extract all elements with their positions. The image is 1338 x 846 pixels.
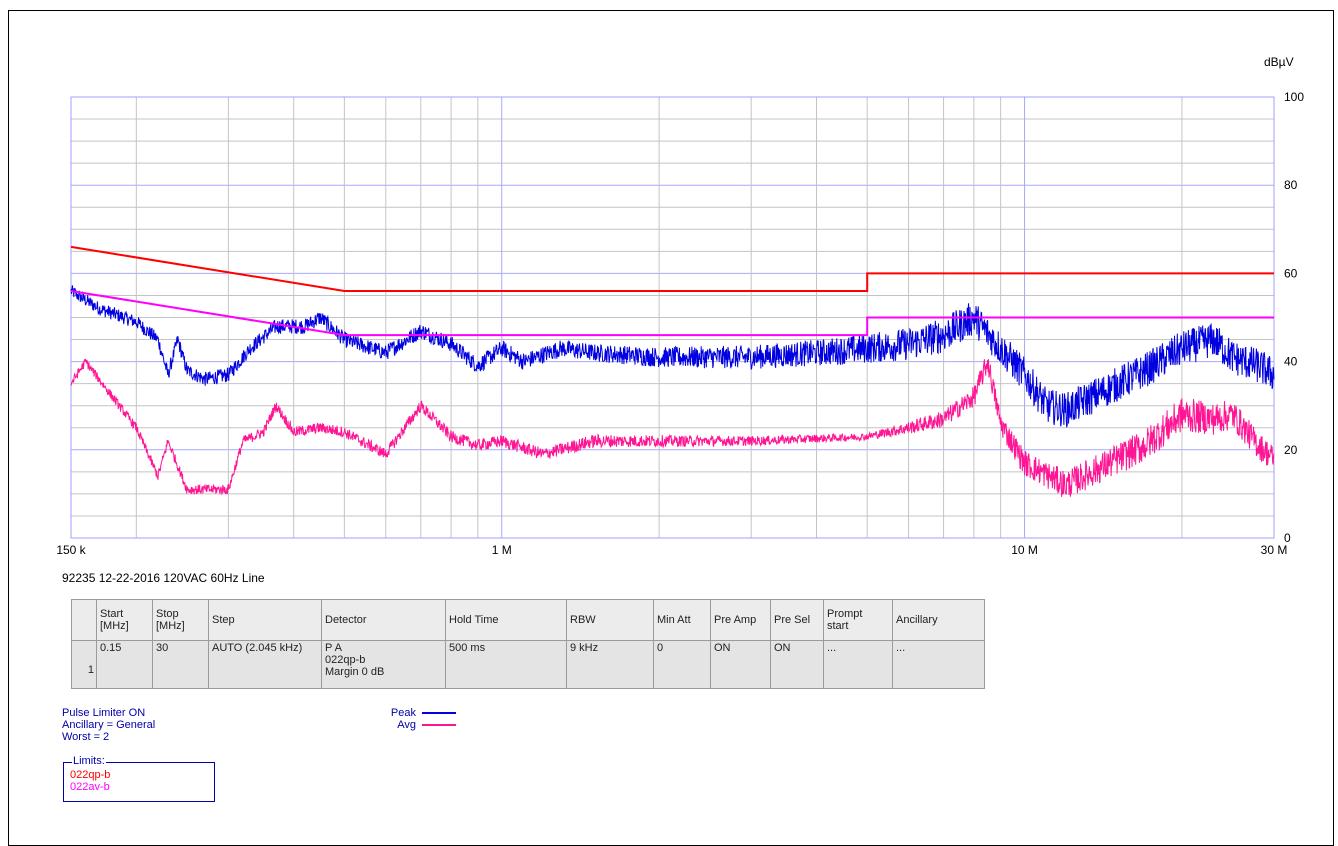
table-cell: 500 ms <box>445 640 567 689</box>
table-cell: ... <box>823 640 893 689</box>
y-tick-label: 0 <box>1284 531 1291 545</box>
info-line: Pulse Limiter ON <box>62 707 146 719</box>
y-tick-label: 60 <box>1284 266 1298 280</box>
header-cell: Detector <box>321 599 446 641</box>
measurement-title: 92235 12-22-2016 120VAC 60Hz Line <box>62 571 265 585</box>
table-cell: ON <box>710 640 771 689</box>
legend-item-peak: Peak <box>386 707 456 719</box>
table-cell: 30 <box>152 640 209 689</box>
legend-label: Avg <box>397 719 416 731</box>
x-tick-label: 150 k <box>56 543 86 557</box>
limit-line-022av-b <box>70 290 1274 337</box>
header-cell: Prompt start <box>823 599 893 641</box>
limit-line-022qp-b <box>70 245 1274 292</box>
header-cell: Stop [MHz] <box>152 599 209 641</box>
settings-header-row: Start [MHz] Stop [MHz] Step Detector Hol… <box>71 599 985 641</box>
table-cell: 0.15 <box>96 640 153 689</box>
table-cell: AUTO (2.045 kHz) <box>208 640 322 689</box>
header-cell: Min Att <box>653 599 711 641</box>
table-cell: ... <box>892 640 985 689</box>
row-number: 1 <box>71 640 97 689</box>
header-cell: Pre Amp <box>710 599 771 641</box>
grid <box>70 96 1275 539</box>
y-tick-label: 40 <box>1284 355 1298 369</box>
axes: 0 20 40 60 80 100 150 k 1 M 10 M 30 M <box>56 90 1304 557</box>
header-cell: Ancillary <box>892 599 985 641</box>
y-tick-label: 20 <box>1284 443 1298 457</box>
limit-item-av: 022av-b <box>70 781 110 793</box>
settings-table: Start [MHz] Stop [MHz] Step Detector Hol… <box>71 599 985 689</box>
limits-title: Limits: <box>72 755 106 767</box>
legend-swatch-avg <box>422 724 456 726</box>
header-cell <box>71 599 97 641</box>
x-tick-label: 30 M <box>1261 543 1288 557</box>
header-cell: RBW <box>566 599 654 641</box>
info-line: Worst = 2 <box>62 731 110 743</box>
header-cell: Pre Sel <box>770 599 824 641</box>
y-tick-label: 80 <box>1284 178 1298 192</box>
y-axis-unit: dBµV <box>1264 55 1294 69</box>
trace-peak <box>70 285 1275 428</box>
info-line: Ancillary = General <box>62 719 156 731</box>
legend: Peak Avg <box>386 707 456 731</box>
limits-box: 022qp-b 022av-b <box>63 762 215 802</box>
table-cell: ON <box>770 640 824 689</box>
trace-avg <box>70 358 1275 497</box>
header-cell: Start [MHz] <box>96 599 153 641</box>
legend-label: Peak <box>390 707 416 719</box>
x-tick-label: 10 M <box>1011 543 1038 557</box>
x-tick-label: 1 M <box>492 543 512 557</box>
limit-item-qp: 022qp-b <box>70 769 111 781</box>
table-cell: 0 <box>653 640 711 689</box>
legend-item-avg: Avg <box>386 719 456 731</box>
y-tick-label: 100 <box>1284 90 1304 104</box>
settings-row[interactable]: 1 0.15 30 AUTO (2.045 kHz) P A 022qp-b M… <box>71 640 985 689</box>
header-cell: Hold Time <box>445 599 567 641</box>
legend-swatch-peak <box>422 712 456 714</box>
header-cell: Step <box>208 599 322 641</box>
table-cell: 9 kHz <box>566 640 654 689</box>
measurement-info: Pulse Limiter ON Ancillary = General Wor… <box>62 707 155 743</box>
traces <box>70 285 1275 497</box>
limit-lines <box>70 245 1274 337</box>
table-cell: P A 022qp-b Margin 0 dB <box>321 640 446 689</box>
